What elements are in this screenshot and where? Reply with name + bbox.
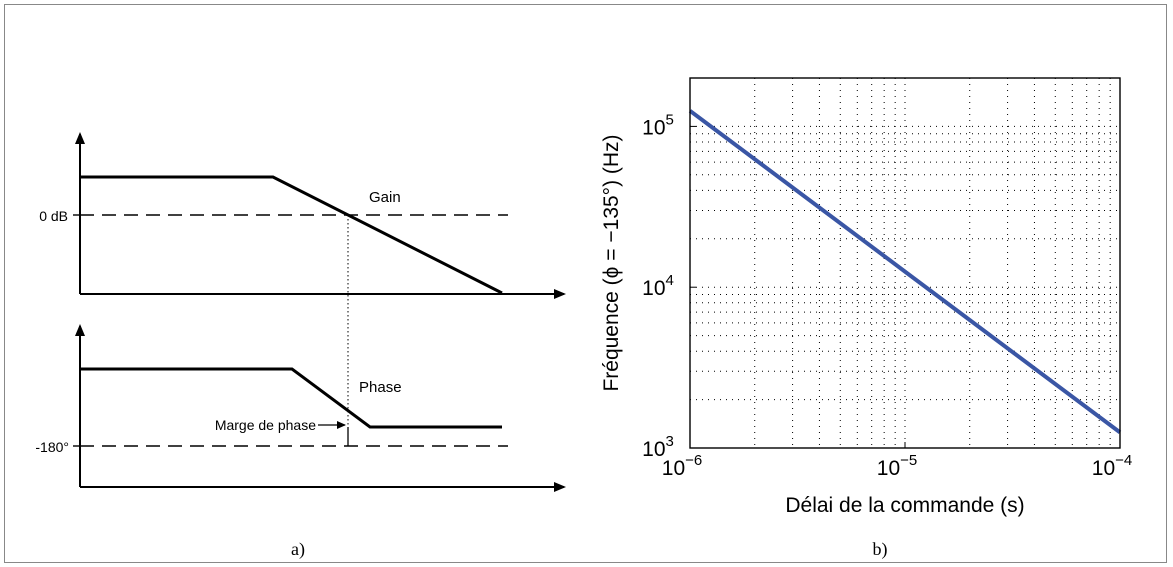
gain-label: Gain (369, 189, 401, 206)
minus180-label: -180° (35, 439, 69, 455)
caption-b: b) (873, 539, 888, 560)
bode-diagram: 0 dB Gain -180° Phase Marge de phase a) (35, 132, 566, 560)
phase-curve (80, 367, 502, 429)
phase-margin-label: Marge de phase (215, 417, 316, 433)
y-axis-label: Fréquence (ϕ = −135°) (Hz) (600, 134, 623, 391)
x-tick-label: 10−5 (877, 452, 917, 480)
axis-ticks: 10−6 10−5 10−4 103 104 105 (642, 111, 1132, 480)
x-tick-label: 10−6 (662, 452, 702, 480)
y-tick-label: 104 (642, 272, 674, 300)
grid (690, 78, 1120, 448)
x-axis-label: Délai de la commande (s) (785, 494, 1024, 517)
zero-db-label: 0 dB (39, 208, 68, 224)
y-tick-label: 103 (642, 433, 674, 461)
x-tick-label: 10−4 (1092, 452, 1132, 480)
plot-area-box (689, 77, 1121, 449)
series-line (688, 109, 1122, 435)
caption-a: a) (291, 539, 305, 560)
series-layer (688, 109, 1122, 435)
phase-label: Phase (359, 379, 402, 396)
y-tick-label: 105 (642, 111, 674, 139)
figure-frame (4, 4, 1167, 563)
delay-frequency-chart: 10−6 10−5 10−4 103 104 105 Délai de la comman… (600, 77, 1132, 560)
gain-curve (80, 175, 503, 295)
